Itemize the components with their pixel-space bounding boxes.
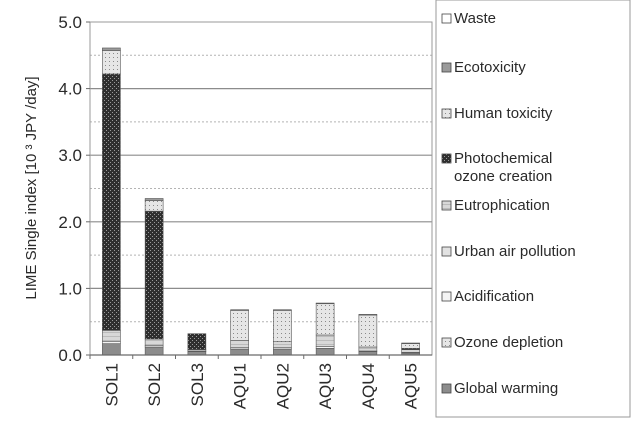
bar-segment — [230, 310, 249, 341]
x-tick-label: AQU5 — [402, 363, 421, 409]
legend-label: Photochemical — [454, 150, 552, 167]
bar-segment — [401, 343, 420, 349]
y-tick-label: 3.0 — [58, 146, 82, 165]
bar-segment — [144, 198, 164, 201]
x-tick-label: AQU1 — [231, 363, 250, 409]
bar-segment — [358, 314, 378, 316]
legend-label: Global warming — [454, 380, 558, 397]
x-tick-label: AQU3 — [316, 363, 335, 409]
plot-area-frame — [89, 21, 433, 356]
legend-label: Eutrophication — [454, 197, 550, 214]
bar-segment — [401, 342, 420, 344]
bar-segment — [273, 310, 292, 342]
bar-segment — [144, 346, 164, 356]
x-tick-label: SOL3 — [188, 363, 207, 406]
legend-label: Ozone depletion — [454, 334, 563, 351]
y-tick-label: 1.0 — [58, 279, 82, 298]
bar-segment — [315, 303, 335, 336]
legend-box — [435, 0, 631, 418]
legend-swatch — [441, 108, 452, 119]
legend-label: ozone creation — [454, 168, 552, 185]
bar-segment — [315, 348, 335, 356]
y-tick-label: 0.0 — [58, 346, 82, 365]
legend: Waste Ecotoxicity Human toxicity Photochemi… — [441, 10, 576, 397]
bar-segment — [273, 309, 292, 311]
legend-swatch — [441, 246, 452, 257]
legend-swatch — [441, 62, 452, 73]
y-tick-label: 2.0 — [58, 213, 82, 232]
y-tick-label: 5.0 — [58, 13, 82, 32]
bar-segment — [102, 330, 121, 342]
x-tick-label: SOL2 — [145, 363, 164, 406]
bar-segment — [187, 333, 207, 350]
y-axis: 0.0 1.0 2.0 3.0 4.0 5.0 — [58, 13, 90, 365]
legend-swatch — [441, 383, 452, 394]
bar-segment — [230, 309, 249, 311]
bar-segment — [102, 73, 121, 331]
bars — [102, 47, 420, 356]
x-axis: SOL1 SOL2 SOL3 AQU1 AQU2 AQU3 AQU4 AQU5 — [89, 354, 432, 409]
bar-segment — [230, 348, 249, 356]
y-axis-label: LIME Single index [10 ³ JPY /day] — [23, 76, 40, 299]
gridlines — [90, 54, 432, 323]
bar-segment — [273, 341, 292, 348]
legend-label: Acidification — [454, 288, 534, 305]
legend-swatch — [441, 153, 452, 164]
legend-swatch — [441, 200, 452, 211]
x-tick-label: SOL1 — [102, 363, 121, 406]
bar-segment — [273, 348, 292, 356]
bar-segment — [144, 210, 164, 340]
legend-swatch — [441, 337, 452, 348]
bar-segment — [102, 47, 121, 51]
bar-segment — [315, 334, 335, 347]
legend-label: Ecotoxicity — [454, 59, 526, 76]
legend-swatch — [441, 291, 452, 302]
bar-segment — [358, 346, 378, 352]
bar-segment — [401, 349, 420, 353]
bar-segment — [144, 200, 164, 212]
legend-swatch — [441, 13, 452, 24]
bar-segment — [144, 338, 164, 346]
bar-segment — [102, 343, 121, 356]
legend-label: Urban air pollution — [454, 243, 576, 260]
bar-segment — [315, 302, 335, 305]
bar-segment — [358, 314, 378, 348]
y-tick-label: 4.0 — [58, 80, 82, 99]
x-tick-label: AQU2 — [273, 363, 292, 409]
legend-label: Waste — [454, 10, 496, 27]
legend-label: Human toxicity — [454, 105, 553, 122]
x-tick-label: AQU4 — [359, 363, 378, 409]
bar-segment — [102, 50, 121, 75]
bar-segment — [230, 340, 249, 348]
